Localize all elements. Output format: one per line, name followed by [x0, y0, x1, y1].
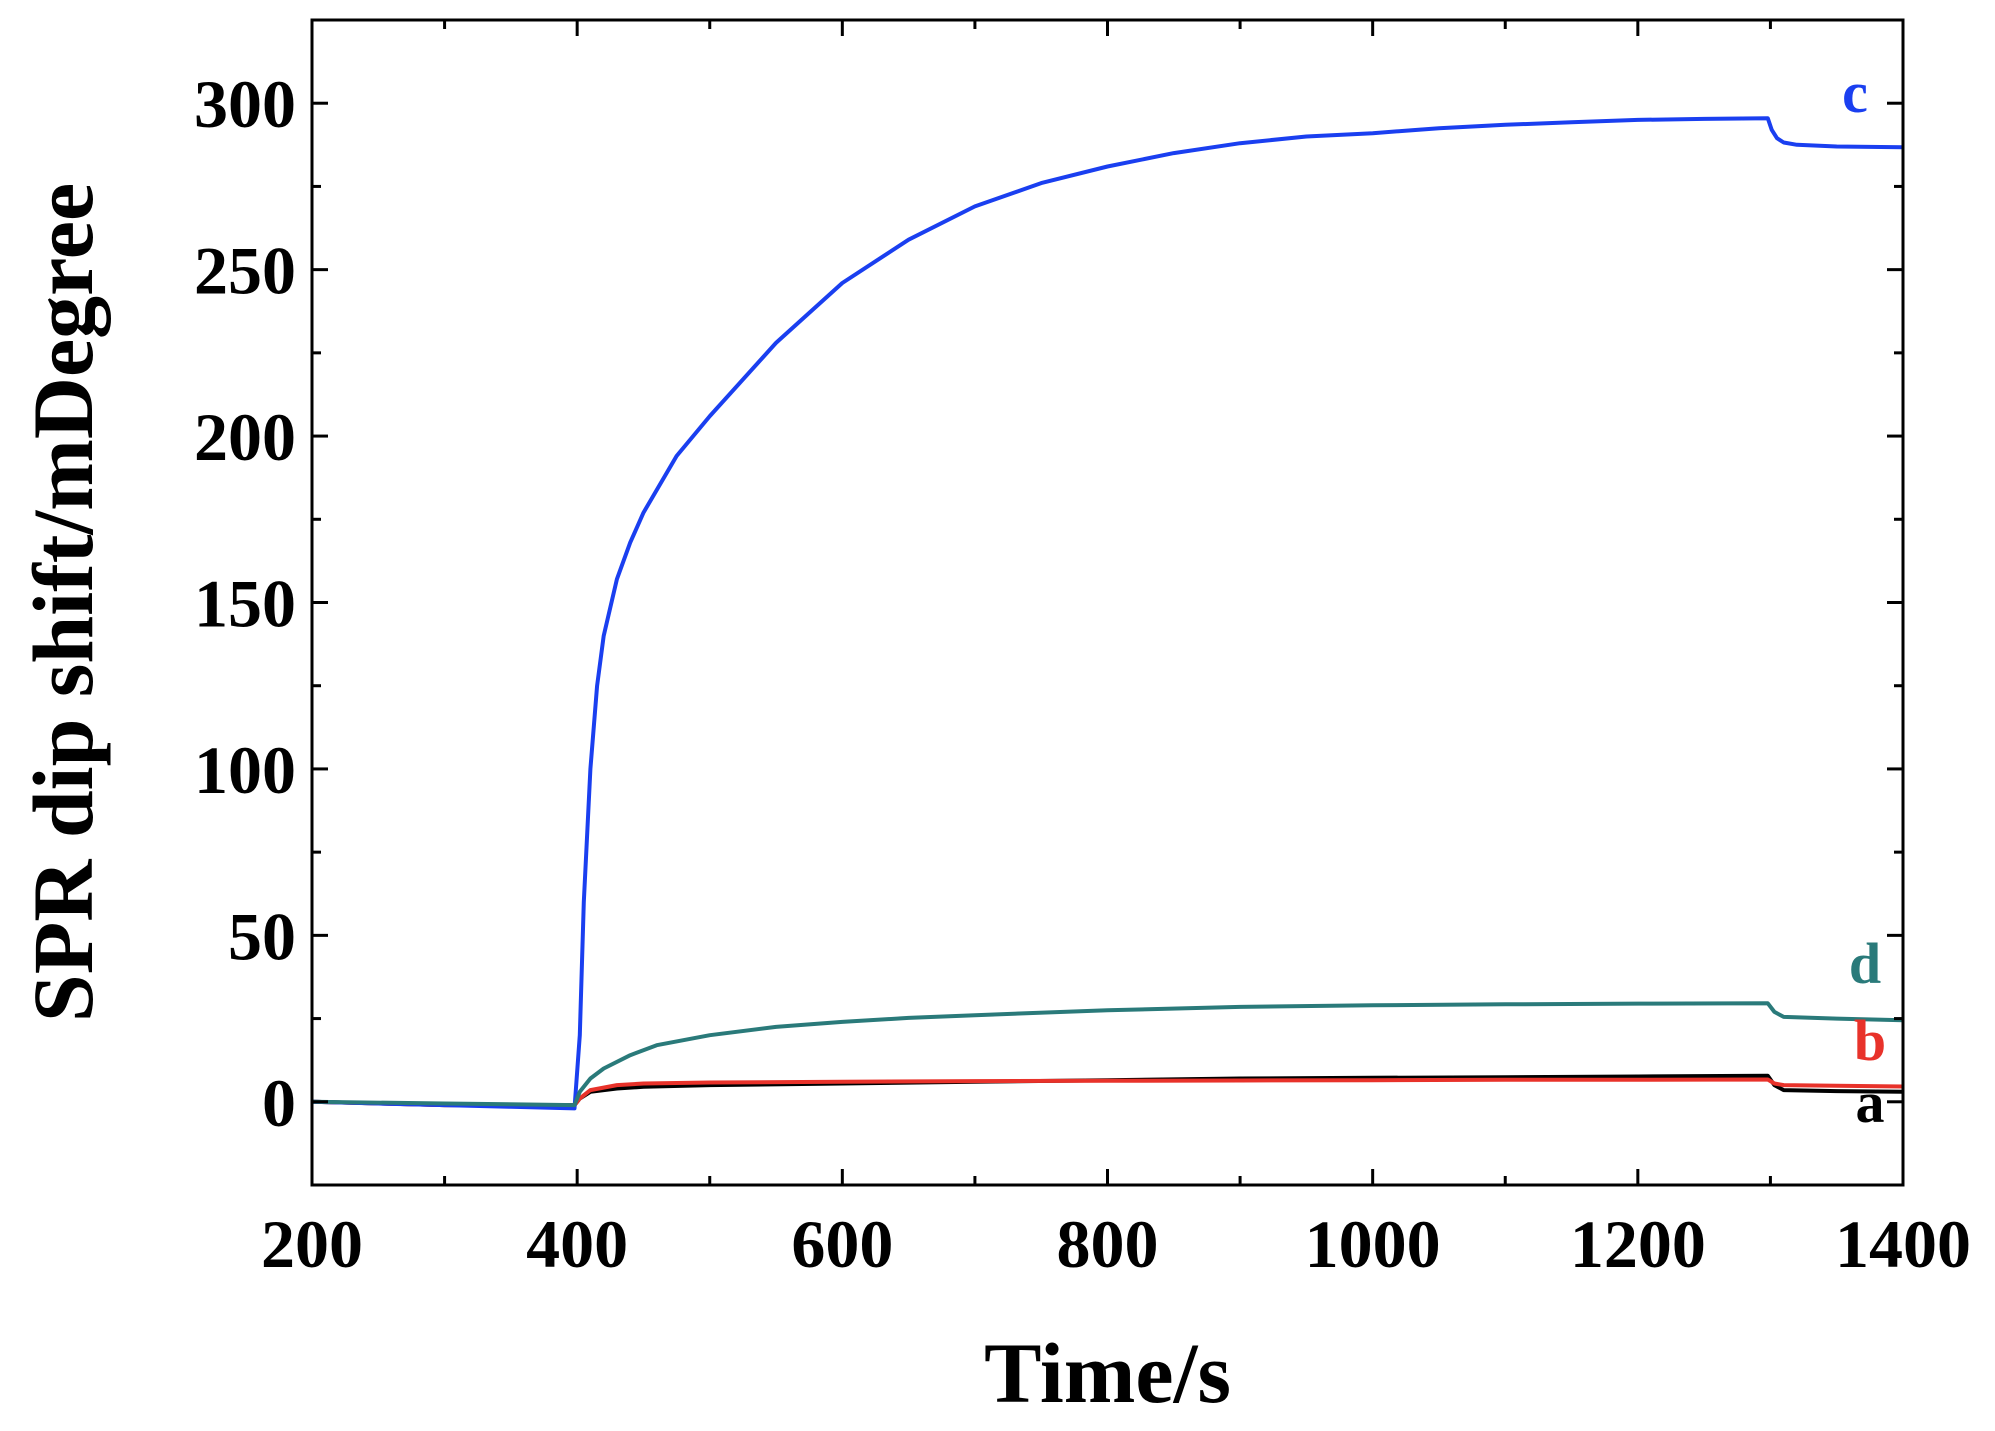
- y-axis-ticks: [312, 18, 1903, 1187]
- x-tick-label: 200: [261, 1206, 363, 1282]
- series-line-c: [311, 116, 1904, 1111]
- series-labels: ab c d: [1842, 60, 1886, 1135]
- y-tick-label: 250: [194, 233, 296, 309]
- y-tick-label: 150: [194, 566, 296, 642]
- x-tick-label: 1000: [1305, 1206, 1441, 1282]
- plot-lines: [311, 116, 1904, 1111]
- series-label-c: c: [1842, 60, 1868, 125]
- y-tick-label: 200: [194, 399, 296, 475]
- series-label-b: b: [1854, 1008, 1886, 1073]
- x-tick-label: 1400: [1835, 1206, 1971, 1282]
- x-tick-label: 400: [526, 1206, 628, 1282]
- series-line-b: [311, 1077, 1904, 1108]
- x-tick-label: 800: [1057, 1206, 1159, 1282]
- series-label-d: d: [1849, 931, 1881, 996]
- series-line-d: [311, 1001, 1904, 1108]
- y-tick-label: 300: [194, 66, 296, 142]
- x-tick-label: 600: [791, 1206, 893, 1282]
- x-axis-ticks: [310, 20, 1905, 1185]
- y-tick-label: 0: [262, 1065, 296, 1141]
- x-axis-title: Time/s: [984, 1325, 1231, 1421]
- y-axis-title: SPR dip shift/mDegree: [15, 183, 111, 1022]
- x-axis-tick-labels: 200 400 600 800 1000 1200 1400: [261, 1206, 1971, 1282]
- y-axis-tick-labels: 0 50 100 150 200 250 300: [194, 66, 296, 1141]
- y-tick-label: 50: [228, 898, 296, 974]
- series-label-a: a: [1856, 1070, 1885, 1135]
- x-tick-label: 1200: [1570, 1206, 1706, 1282]
- y-tick-label: 100: [194, 732, 296, 808]
